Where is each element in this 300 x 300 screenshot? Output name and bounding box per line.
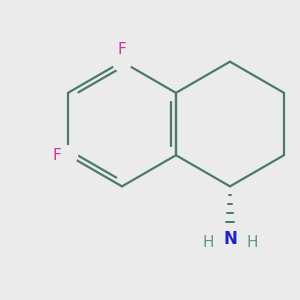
Text: H: H <box>246 235 258 250</box>
Text: F: F <box>118 42 126 57</box>
Text: N: N <box>223 230 237 248</box>
Circle shape <box>214 224 246 255</box>
Circle shape <box>112 52 131 71</box>
Circle shape <box>58 146 77 165</box>
Text: H: H <box>202 235 214 250</box>
Text: F: F <box>52 148 61 163</box>
